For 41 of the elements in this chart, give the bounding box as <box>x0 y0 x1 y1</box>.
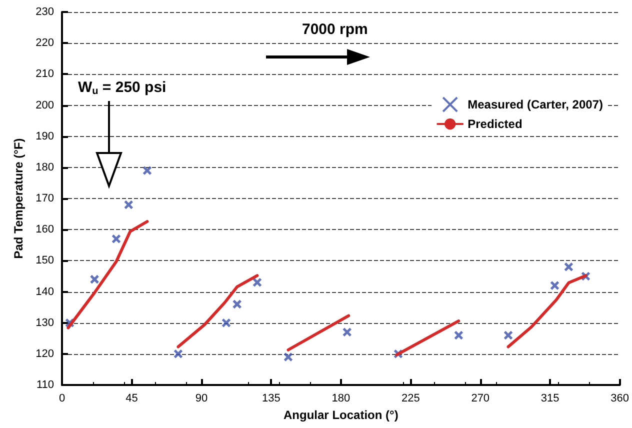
point <box>283 352 293 362</box>
point <box>454 330 464 340</box>
y-tick-label: 220 <box>36 37 54 50</box>
y-tick-label: 190 <box>36 130 54 142</box>
y-tick-label: 170 <box>36 192 54 204</box>
legend-label: Predicted <box>468 117 522 131</box>
point <box>342 327 352 337</box>
annotation: 7000 rpm <box>302 21 368 38</box>
x-tick-label: 45 <box>126 392 138 404</box>
y-tick-label: 210 <box>36 68 54 80</box>
x-tick-label: 180 <box>332 392 350 404</box>
y-tick-label: 110 <box>36 379 54 391</box>
x-tick-label: 270 <box>471 392 490 404</box>
point <box>173 349 183 359</box>
y-tick-label: 200 <box>36 99 54 112</box>
point <box>504 330 514 340</box>
point <box>564 262 574 272</box>
y-tick-label: 160 <box>36 224 54 236</box>
point <box>90 274 100 284</box>
legend-label: Measured (Carter, 2007) <box>468 98 604 112</box>
point <box>550 280 560 290</box>
point <box>111 234 121 244</box>
x-tick-label: 315 <box>540 392 560 404</box>
x-tick-label: 225 <box>401 392 420 404</box>
point <box>232 299 242 309</box>
x-tick-label: 0 <box>58 392 66 404</box>
y-tick-label: 150 <box>36 254 54 267</box>
y-tick-label: 130 <box>36 316 54 329</box>
point <box>222 318 231 328</box>
x-axis-title: Angular Location (°) <box>284 408 398 422</box>
point <box>142 166 152 176</box>
x-tick-label: 90 <box>195 392 208 404</box>
y-tick-label: 140 <box>36 286 54 298</box>
y-axis-title: Pad Temperature (°F) <box>12 138 26 259</box>
y-tick-label: 180 <box>36 161 54 174</box>
x-tick-label: 135 <box>262 392 280 404</box>
y-tick-label: 230 <box>36 6 54 18</box>
y-tick-label: 120 <box>36 348 54 360</box>
x-tick-label: 360 <box>610 392 630 404</box>
point <box>252 278 262 288</box>
point <box>124 200 134 210</box>
